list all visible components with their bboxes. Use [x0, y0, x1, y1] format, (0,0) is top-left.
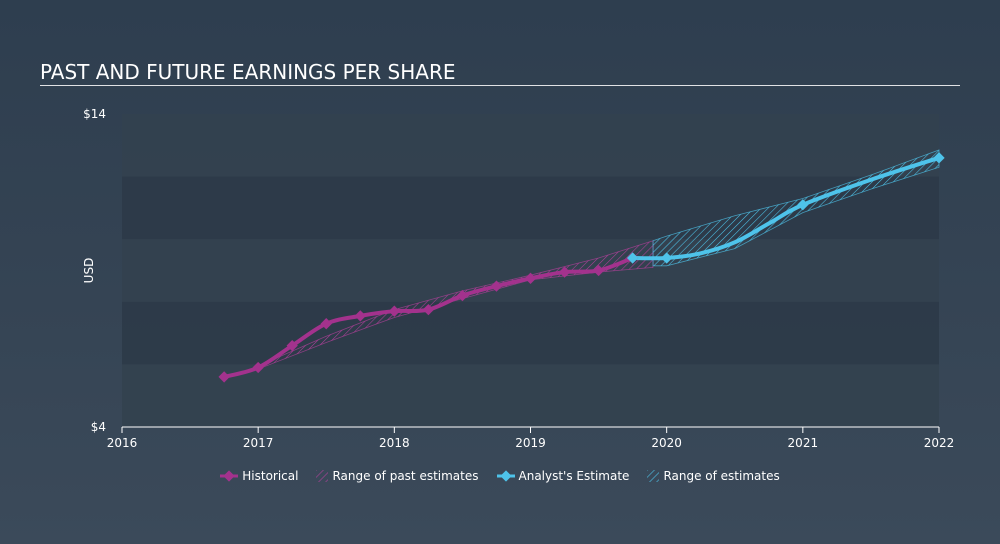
- legend-estimate-range-label: Range of estimates: [663, 469, 780, 483]
- historical-point: [422, 303, 435, 316]
- analyst-estimate-point: [933, 152, 945, 164]
- x-tick-label: 2017: [243, 436, 274, 450]
- legend-analyst-estimate-label: Analyst's Estimate: [518, 469, 630, 483]
- legend-analyst-estimate[interactable]: Analyst's Estimate: [496, 469, 630, 483]
- series-markers: [218, 152, 945, 383]
- x-tick-label: 2016: [107, 436, 138, 450]
- x-tick-label: 2022: [924, 436, 955, 450]
- y-tick-label: $14: [83, 107, 106, 121]
- historical-point: [490, 280, 503, 292]
- grid-band: [122, 114, 939, 177]
- historical-point: [388, 305, 400, 317]
- legend-historical-label: Historical: [242, 469, 299, 483]
- title-divider: [40, 85, 960, 86]
- x-tick-label: 2021: [788, 436, 819, 450]
- historical-point: [558, 266, 571, 278]
- legend-historical[interactable]: Historical: [220, 469, 298, 483]
- x-tick-label: 2020: [651, 436, 682, 450]
- historical-point: [592, 264, 605, 277]
- legend-estimate-range[interactable]: Range of estimates: [647, 469, 780, 483]
- axes: 2016 2017 2018 2019 2020 2021 2022 $14 $4 USD: [82, 107, 954, 450]
- historical-point: [524, 272, 537, 284]
- legend-past-range-hatch-icon: [316, 470, 329, 482]
- historical-point: [456, 289, 469, 302]
- grid-band: [122, 301, 939, 365]
- legend-historical-icon: [220, 470, 239, 482]
- chart-title: PAST AND FUTURE EARNINGS PER SHARE: [40, 60, 456, 84]
- historical-point: [218, 371, 230, 383]
- legend-analyst-estimate-icon: [496, 470, 515, 482]
- legend-past-range-label: Range of past estimates: [332, 469, 479, 483]
- y-tick-label: $4: [91, 420, 106, 434]
- analyst-estimate-point: [797, 199, 809, 211]
- grid-bands: [122, 114, 939, 427]
- historical-point: [286, 339, 298, 352]
- grid-band: [122, 239, 939, 302]
- legend-past-range[interactable]: Range of past estimates: [316, 469, 479, 483]
- historical-point: [354, 310, 366, 322]
- legend-estimate-range-hatch-icon: [647, 470, 660, 482]
- grid-band: [122, 364, 939, 427]
- x-tick-label: 2019: [515, 436, 546, 450]
- legend: Historical Range of past estimates Analy…: [0, 469, 1000, 483]
- y-axis-label: USD: [82, 258, 96, 284]
- historical-point: [320, 318, 332, 330]
- x-tick-label: 2018: [379, 436, 410, 450]
